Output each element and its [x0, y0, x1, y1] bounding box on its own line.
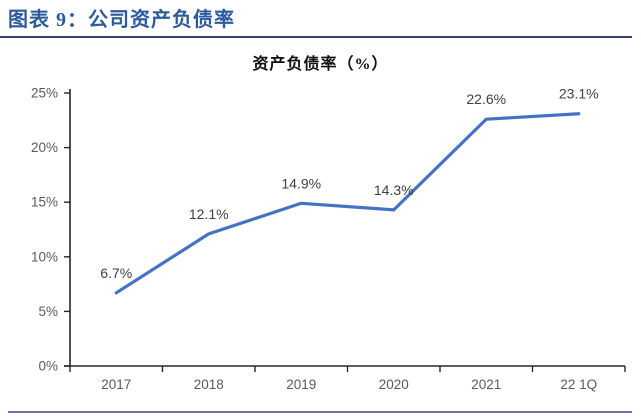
figure-caption: 图表 9：公司资产负债率	[8, 9, 235, 31]
data-label: 23.1%	[559, 86, 599, 102]
chart-title: 资产负债率（%）	[252, 56, 389, 73]
data-label: 14.9%	[281, 175, 321, 191]
y-tick-label: 0%	[38, 359, 58, 374]
x-tick-label: 2021	[471, 377, 501, 392]
y-tick-label: 10%	[31, 249, 58, 264]
x-tick-label: 2019	[286, 377, 316, 392]
figure-header: 图表 9：公司资产负债率	[0, 0, 632, 38]
x-tick-label: 22 1Q	[560, 377, 597, 392]
y-tick-label: 25%	[31, 86, 58, 101]
x-tick-label: 2018	[194, 377, 224, 392]
y-tick-label: 15%	[31, 195, 58, 210]
x-tick-label: 2020	[379, 377, 409, 392]
line-chart: 0% 5% 10% 15% 20% 25% 2017 2018 2019 2020 2021 22 1…	[31, 86, 626, 392]
data-label: 12.1%	[189, 206, 229, 222]
y-tick-label: 20%	[31, 140, 58, 155]
data-label: 6.7%	[100, 265, 132, 281]
footer-divider	[8, 411, 632, 413]
data-label: 14.3%	[374, 182, 414, 198]
x-tick-label: 2017	[101, 377, 131, 392]
data-label: 22.6%	[466, 91, 506, 107]
y-tick-label: 5%	[38, 304, 58, 319]
series-line	[114, 112, 581, 295]
